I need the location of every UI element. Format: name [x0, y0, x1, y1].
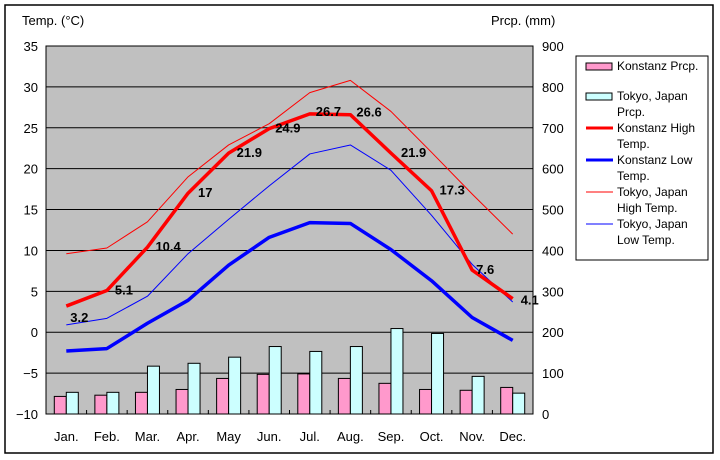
legend-label: Low Temp. — [617, 233, 675, 247]
legend: Konstanz Prcp. Tokyo, Japan Prcp. Konstanz … — [575, 55, 709, 261]
bar-konstanz-prcp — [175, 388, 189, 415]
line-tokyo-japan-high-temp — [66, 79, 514, 255]
x-tick-label: Aug. — [337, 429, 364, 444]
bar-konstanz-prcp — [216, 377, 230, 415]
line-konstanz-low-temp — [66, 220, 514, 353]
left-tick-label: −10 — [16, 407, 38, 422]
right-tick-label: 200 — [542, 325, 564, 340]
legend-box — [575, 55, 709, 261]
right-tick-label: 800 — [542, 80, 564, 95]
data-label: 3.2 — [70, 310, 88, 325]
right-axis-title: Prcp. (mm) — [491, 13, 555, 28]
right-tick-label: 300 — [542, 284, 564, 299]
bar-tokyo-prcp — [349, 346, 363, 415]
bar-tokyo-prcp — [146, 365, 160, 415]
left-tick-label: 0 — [31, 325, 38, 340]
x-tick-label: Dec. — [499, 429, 526, 444]
legend-label: Prcp. — [617, 105, 645, 119]
bar-tokyo-prcp — [309, 350, 323, 415]
left-tick-label: 25 — [24, 121, 38, 136]
right-tick-label: 700 — [542, 121, 564, 136]
x-tick-label: Oct. — [420, 429, 444, 444]
data-label: 4.1 — [521, 293, 539, 308]
legend-label: Konstanz Low — [617, 153, 693, 167]
bar-konstanz-prcp — [256, 373, 270, 415]
right-tick-label: 900 — [542, 39, 564, 54]
x-axis: Jan. Feb. Mar. Apr. May Jun. Jul. Aug. Sep. Oct. N… — [54, 410, 526, 444]
x-tick-label: Feb. — [94, 429, 120, 444]
gridlines — [46, 86, 533, 374]
x-tick-label: Jul. — [300, 429, 320, 444]
data-label: 17.3 — [440, 183, 465, 198]
bar-tokyo-prcp — [228, 356, 242, 415]
right-tick-label: 100 — [542, 366, 564, 381]
right-tick-label: 400 — [542, 243, 564, 258]
left-tick-label: 15 — [24, 203, 38, 218]
left-tick-label: −5 — [23, 366, 38, 381]
legend-label: Tokyo, Japan — [617, 185, 688, 199]
legend-label: Tokyo, Japan — [617, 217, 688, 231]
right-tick-label: 600 — [542, 162, 564, 177]
x-tick-label: May — [216, 429, 241, 444]
legend-label: High Temp. — [617, 201, 677, 215]
data-label: 26.6 — [356, 105, 381, 120]
bar-konstanz-prcp — [378, 382, 392, 415]
lines — [65, 79, 514, 353]
legend-swatch-0 — [585, 62, 613, 71]
bar-tokyo-prcp — [106, 391, 120, 415]
bar-konstanz-prcp — [459, 389, 473, 415]
legend-label: Konstanz High — [617, 121, 695, 135]
right-tick-label: 0 — [542, 407, 549, 422]
bar-konstanz-prcp — [500, 386, 514, 415]
data-label: 21.9 — [401, 145, 426, 160]
bar-konstanz-prcp — [134, 391, 148, 415]
bars — [53, 328, 526, 415]
bar-konstanz-prcp — [337, 377, 351, 415]
data-label: 21.9 — [237, 145, 262, 160]
legend-label: Konstanz Prcp. — [617, 59, 698, 73]
bar-konstanz-prcp — [94, 394, 108, 415]
bar-tokyo-prcp — [268, 346, 282, 415]
left-axis-title: Temp. (°C) — [22, 13, 84, 28]
data-label: 17 — [198, 185, 212, 200]
bar-konstanz-prcp — [297, 373, 311, 415]
legend-label: Tokyo, Japan — [617, 89, 688, 103]
data-label: 24.9 — [275, 121, 300, 136]
x-tick-label: Jan. — [54, 429, 79, 444]
legend-label: Temp. — [617, 169, 650, 183]
left-axis: 35 30 25 20 15 10 5 0 −5 −10 — [16, 39, 38, 422]
left-tick-label: 20 — [24, 162, 38, 177]
bar-tokyo-prcp — [431, 332, 445, 415]
x-tick-label: Sep. — [378, 429, 405, 444]
data-label: 5.1 — [115, 283, 133, 298]
left-tick-label: 5 — [31, 284, 38, 299]
x-tick-label: Apr. — [176, 429, 199, 444]
x-tick-label: Jun. — [257, 429, 282, 444]
line-tokyo-japan-low-temp — [66, 144, 514, 326]
bar-tokyo-prcp — [65, 391, 79, 415]
data-label: 7.6 — [476, 262, 494, 277]
left-tick-label: 35 — [24, 39, 38, 54]
data-label: 10.4 — [155, 239, 181, 254]
data-label: 26.7 — [316, 104, 341, 119]
bar-konstanz-prcp — [53, 395, 67, 415]
left-tick-label: 30 — [24, 80, 38, 95]
data-labels: 3.2 5.1 10.4 17 21.9 24.9 26.7 26.6 21.9 17.3 7.6 4… — [70, 104, 538, 325]
bar-konstanz-prcp — [419, 388, 433, 415]
bar-tokyo-prcp — [187, 362, 201, 415]
bar-tokyo-prcp — [390, 328, 404, 415]
legend-swatch-1 — [585, 92, 613, 101]
line-konstanz-high-temp — [65, 112, 514, 308]
bar-tokyo-prcp — [512, 392, 526, 415]
right-axis: 900 800 700 600 500 400 300 200 100 0 — [542, 39, 564, 422]
x-tick-label: Nov. — [459, 429, 485, 444]
bar-tokyo-prcp — [471, 375, 485, 415]
right-tick-label: 500 — [542, 203, 564, 218]
x-tick-label: Mar. — [135, 429, 160, 444]
left-tick-label: 10 — [24, 243, 38, 258]
legend-label: Temp. — [617, 137, 650, 151]
